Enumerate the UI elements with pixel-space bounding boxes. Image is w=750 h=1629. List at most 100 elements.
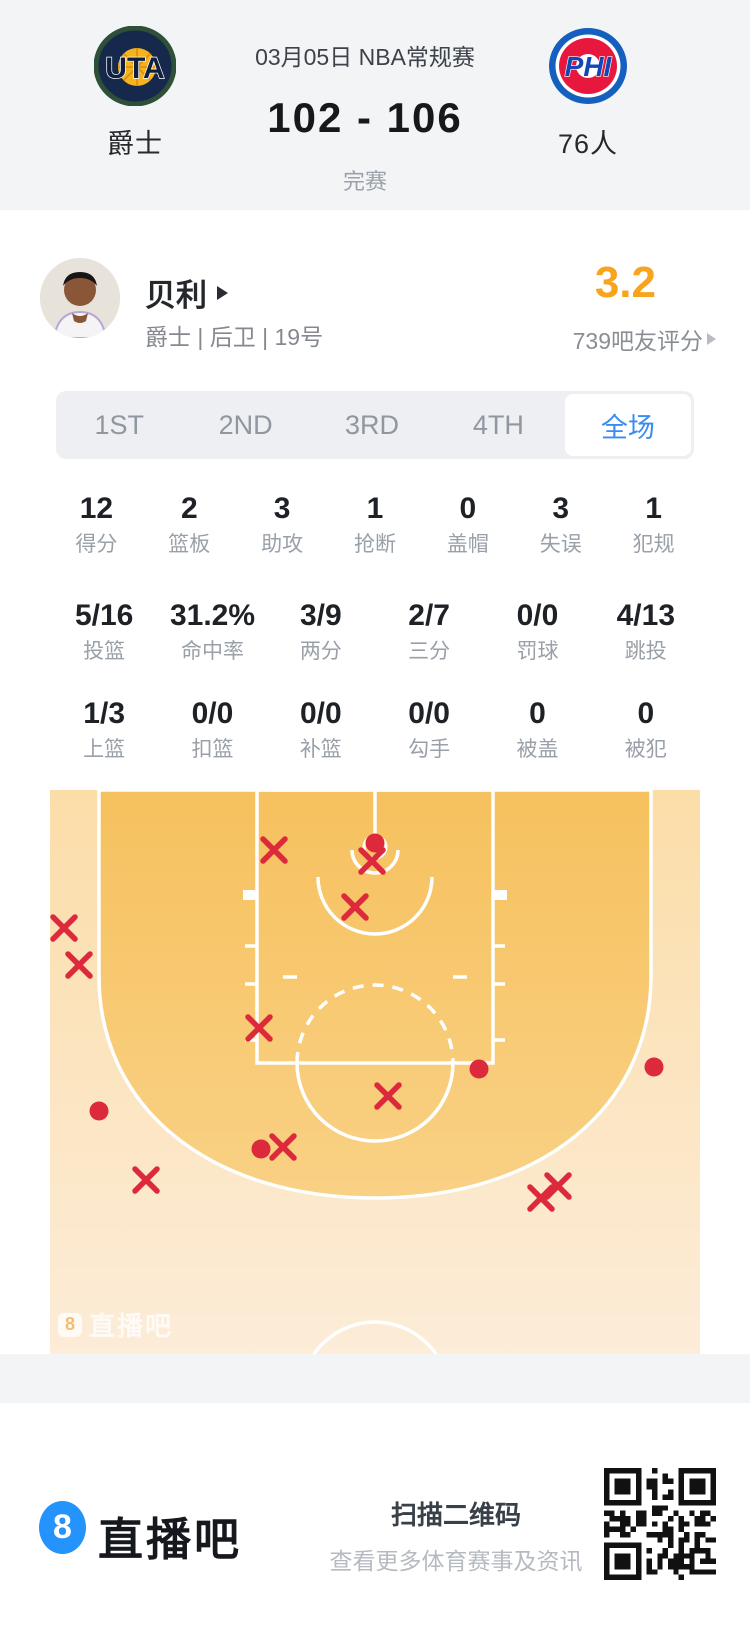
stat-label: 命中率 [180, 640, 244, 663]
stat-value: 31.2% [169, 599, 256, 632]
stat-cell: 0/0 勾手 [375, 697, 483, 761]
stat-value: 0 [637, 697, 655, 730]
stat-label: 三分 [408, 640, 451, 663]
stat-cell: 2/7 三分 [375, 599, 483, 663]
stat-label: 勾手 [408, 738, 451, 761]
shot-miss-marker [260, 836, 288, 864]
tab-3rd[interactable]: 3RD [345, 409, 400, 440]
stat-value: 5/16 [74, 599, 134, 632]
stat-value: 2 [180, 492, 198, 525]
stat-cell: 3/9 两分 [267, 599, 375, 663]
three-point-line [97, 790, 653, 1200]
stat-cell: 12 得分 [50, 492, 143, 556]
shot-markers [50, 833, 664, 1212]
stat-value: 12 [79, 492, 114, 525]
stat-label: 被盖 [516, 738, 559, 761]
stat-cell: 1/3 上篮 [50, 697, 158, 761]
away-team: PHI 76人 [508, 26, 668, 161]
free-throw-circle-dashed [295, 983, 455, 1064]
stat-label: 失误 [539, 533, 582, 556]
shot-miss-marker [358, 847, 386, 875]
match-status: 完赛 [342, 169, 387, 194]
stat-label: 犯规 [632, 533, 675, 556]
shot-miss-marker [245, 1014, 273, 1042]
stat-row-shooting: 5/16 投篮 31.2% 命中率 3/9 两分 2/7 三分 0/0 罚球 4/13 跳投 [50, 599, 700, 663]
stat-cell: 5/16 投篮 [50, 599, 158, 663]
shot-chart-court [50, 790, 700, 1354]
tab-2nd[interactable]: 2ND [218, 409, 273, 440]
stat-cell: 0/0 罚球 [483, 599, 591, 663]
qr-caption: 扫描二维码 查看更多体育赛事及资讯 [310, 1495, 602, 1576]
svg-text:UTA: UTA [105, 52, 164, 85]
stat-value: 0/0 [191, 697, 234, 730]
shot-make-marker [469, 1059, 489, 1079]
chevron-right-icon [707, 333, 716, 345]
tab-full-game[interactable]: 全场 [564, 394, 692, 456]
stat-cell: 0 被犯 [592, 697, 700, 761]
player-rating: 3.2 [594, 258, 656, 307]
phi-team-logo: PHI [549, 28, 627, 104]
shot-make-marker [644, 1057, 664, 1077]
watermark-text: 直播吧 [89, 1311, 174, 1341]
shot-make-marker [365, 833, 385, 853]
home-team: UTA 爵士 [55, 26, 215, 161]
stat-label: 抢断 [354, 533, 396, 556]
stat-value: 0/0 [408, 697, 450, 730]
player-photo [40, 258, 120, 338]
shot-make-marker [251, 1139, 271, 1159]
stat-value: 1 [645, 492, 662, 525]
stat-cell: 3 助攻 [236, 492, 329, 556]
shot-miss-marker [269, 1133, 297, 1161]
period-tabbar: 1ST 2ND 3RD 4TH 全场 [56, 391, 694, 459]
player-avatar[interactable] [40, 258, 120, 338]
stat-value: 1/3 [83, 697, 126, 730]
stat-cell: 0 被盖 [483, 697, 591, 761]
app-footer: 8 直播吧 扫描二维码 查看更多体育赛事及资讯 [0, 1403, 750, 1629]
stat-label: 被犯 [624, 738, 667, 761]
center-circle [311, 1320, 439, 1354]
restricted-arc-inner [350, 849, 400, 875]
stat-label: 得分 [75, 533, 118, 556]
stat-cell: 1 犯规 [607, 492, 700, 556]
uta-team-logo: UTA [94, 26, 176, 106]
stat-label: 罚球 [516, 640, 559, 663]
stat-value: 2/7 [408, 599, 450, 632]
stat-label: 助攻 [261, 533, 304, 556]
stat-cell: 3 失误 [514, 492, 607, 556]
stat-cell: 1 抢断 [329, 492, 422, 556]
paint-lane [255, 790, 495, 1065]
tab-4th[interactable]: 4TH [472, 409, 524, 440]
shot-miss-marker [132, 1166, 160, 1194]
match-summary: 03月05日 NBA常规赛 102 - 106 完赛 [215, 0, 515, 196]
lane-hash-marks [243, 890, 507, 1042]
player-name-link[interactable]: 贝利 [145, 270, 228, 315]
stat-value: 1 [366, 492, 384, 525]
qr-title: 扫描二维码 [390, 1500, 521, 1530]
player-name: 贝利 [145, 278, 207, 313]
shot-miss-marker [341, 893, 369, 921]
stat-cell: 0/0 扣篮 [158, 697, 266, 761]
stat-label: 篮板 [168, 533, 211, 556]
brand-name: 直播吧 [98, 1514, 243, 1565]
tab-1st[interactable]: 1ST [94, 409, 144, 440]
stat-label: 上篮 [83, 738, 126, 761]
shot-make-marker [89, 1101, 109, 1121]
chevron-right-icon [217, 285, 228, 300]
rating-votes-link[interactable]: 739吧友评分 [573, 322, 716, 356]
zhibo8-logo-icon: 8 [39, 1501, 86, 1554]
rating-votes-label: 739吧友评分 [572, 328, 703, 354]
court-watermark: 8 直播吧 [58, 1306, 173, 1343]
stat-value: 0/0 [299, 697, 342, 730]
stat-label: 两分 [299, 640, 342, 663]
stat-cell: 4/13 跳投 [592, 599, 700, 663]
shot-miss-marker [50, 914, 78, 942]
stat-label: 投篮 [83, 640, 126, 663]
stat-value: 0/0 [516, 599, 559, 632]
stat-cell: 2 篮板 [143, 492, 236, 556]
away-team-name: 76人 [557, 129, 619, 159]
home-team-name: 爵士 [107, 129, 163, 159]
restricted-arc-outer [316, 876, 434, 936]
stat-cell: 0 盖帽 [421, 492, 514, 556]
svg-text:PHI: PHI [565, 51, 613, 82]
